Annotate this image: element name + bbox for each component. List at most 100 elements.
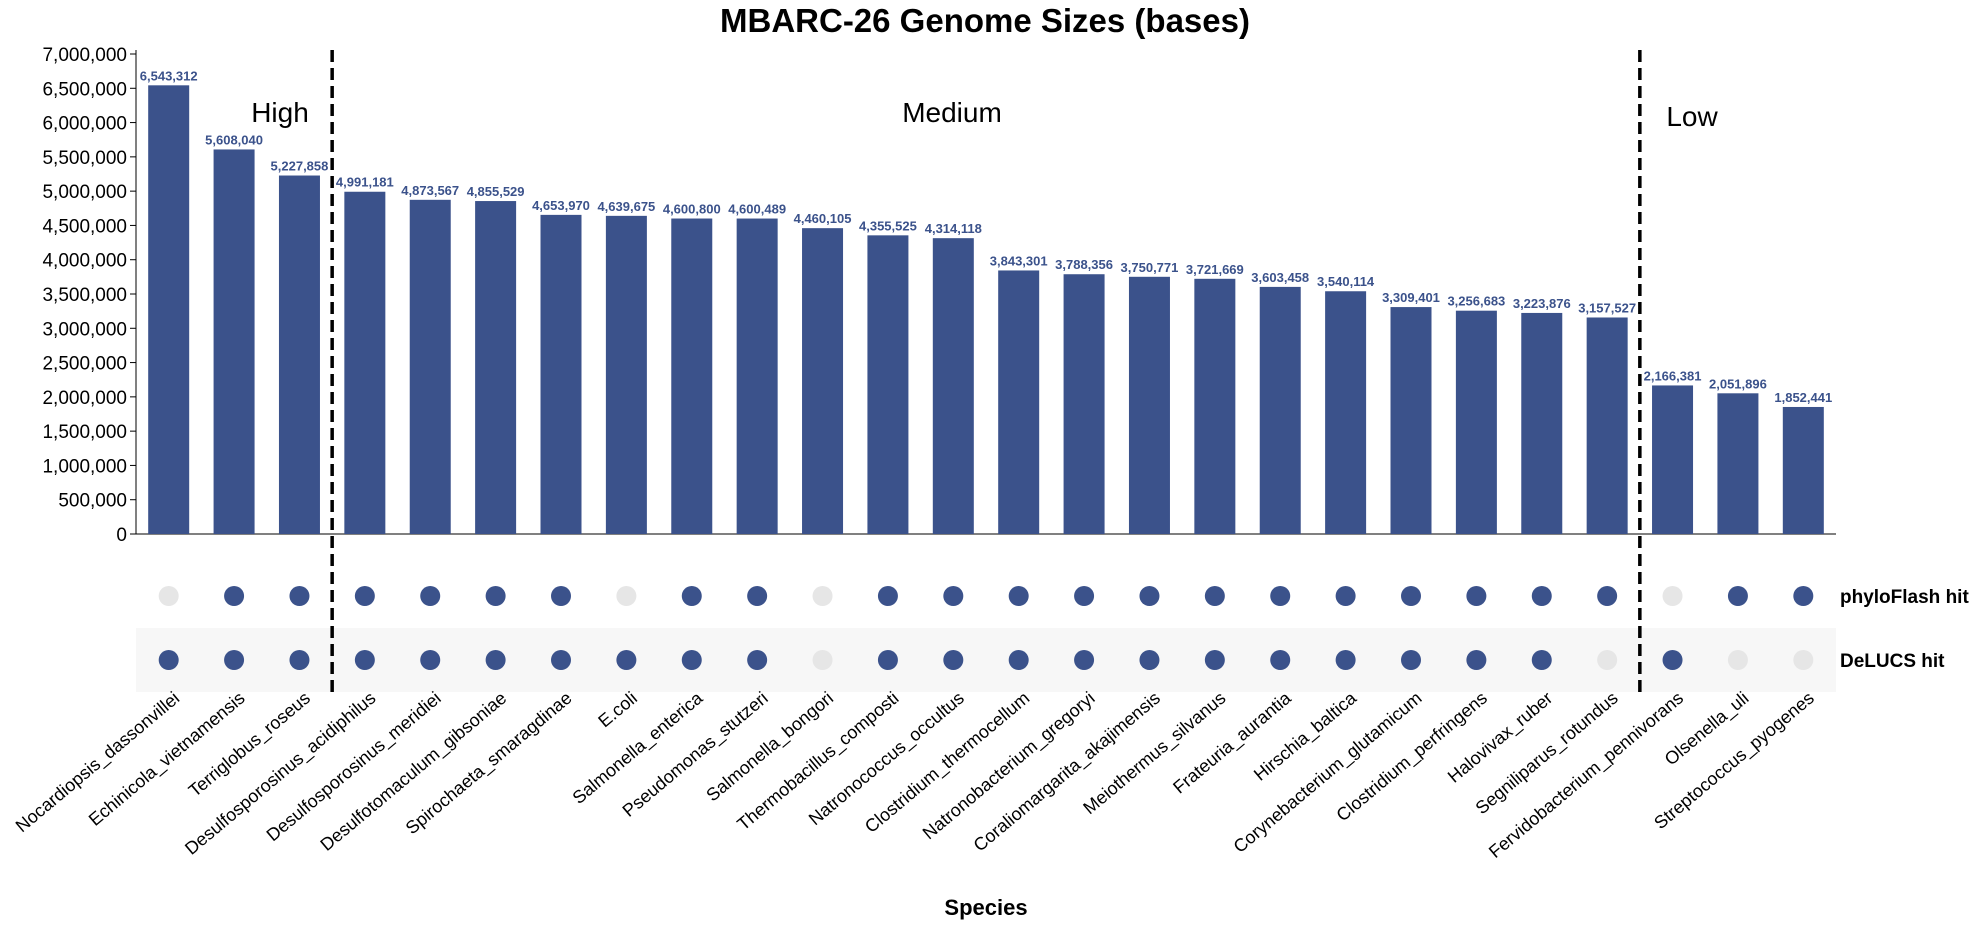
bar-value-label: 4,600,489 [728, 202, 786, 217]
bar-value-label: 4,460,105 [794, 211, 852, 226]
bar-value-label: 3,223,876 [1513, 296, 1571, 311]
bar-value-label: 3,788,356 [1055, 257, 1113, 272]
bar [1717, 393, 1759, 534]
hit-dot [158, 650, 179, 670]
bar-value-labels: 6,543,312 5,608,040 5,227,858 4,991,181 4,87… [140, 68, 1832, 405]
bar [213, 149, 255, 535]
hit-dot [1204, 586, 1225, 606]
bar-value-label: 4,653,970 [532, 198, 590, 213]
bar-value-label: 4,639,675 [597, 199, 655, 214]
hit-dot [1793, 586, 1814, 606]
x-tick-label: E.coli [594, 688, 641, 732]
bar-value-label: 4,855,529 [467, 184, 525, 199]
bar-value-label: 2,166,381 [1644, 368, 1702, 383]
bar [1063, 274, 1105, 534]
hit-dot [1074, 586, 1095, 606]
hit-dot [1401, 650, 1421, 670]
bar [1586, 317, 1628, 534]
hit-dot [1270, 586, 1291, 606]
bar-value-label: 2,051,896 [1709, 376, 1767, 391]
hit-dot [289, 650, 310, 670]
hit-dot [354, 586, 375, 606]
hit-dot [943, 650, 964, 670]
x-tick-labels: Nocardiopsis_dassonvilleiEchinicola_viet… [12, 687, 1819, 863]
hit-dot [485, 650, 506, 670]
y-tick-label: 2,500,000 [42, 354, 127, 375]
bar-value-label: 4,873,567 [401, 183, 459, 198]
x-tick-label: Frateuria_aurantia [1169, 687, 1296, 798]
y-tick-label: 4,500,000 [42, 216, 127, 237]
bar [475, 201, 517, 534]
hit-dot [616, 650, 637, 670]
miss-dot [812, 650, 833, 670]
bar [344, 191, 386, 534]
hit-row-label: DeLUCS hit [1840, 651, 1945, 672]
miss-dot [812, 586, 833, 606]
bar [1259, 286, 1301, 534]
hit-dot [1204, 650, 1225, 670]
hit-dot [485, 586, 506, 606]
y-tick-label: 4,000,000 [42, 251, 127, 272]
hit-dot [1531, 650, 1552, 670]
bar-value-label: 5,227,858 [271, 159, 329, 174]
region-label: High [251, 97, 309, 128]
hit-dot [1727, 586, 1748, 606]
hit-dot [747, 650, 768, 670]
hit-dot [1466, 650, 1487, 670]
miss-dot [158, 586, 179, 606]
hit-dot [1008, 586, 1029, 606]
hit-dot [1335, 650, 1356, 670]
bar [1128, 276, 1170, 534]
hit-dot [420, 586, 441, 606]
bar-value-label: 5,608,040 [205, 132, 263, 147]
bar-value-label: 4,355,525 [859, 218, 917, 233]
x-axis-title: Species [944, 895, 1027, 920]
bar-series [148, 85, 1824, 535]
y-tick-label: 2,000,000 [42, 388, 127, 409]
hit-dot [551, 650, 571, 670]
region-labels: High Medium Low [251, 97, 1718, 132]
hit-dot [1074, 650, 1095, 670]
hit-dot [681, 586, 702, 606]
bar [736, 218, 778, 534]
hit-dot [1531, 586, 1552, 606]
hit-dot [551, 586, 571, 606]
miss-dot [616, 586, 637, 606]
y-tick-label: 0 [116, 525, 127, 546]
miss-dot [1727, 650, 1748, 670]
region-label: Low [1666, 101, 1718, 132]
hit-dot [1401, 586, 1421, 606]
bar [802, 228, 844, 534]
y-tick-label: 6,000,000 [42, 114, 127, 135]
hit-dot [354, 650, 375, 670]
hit-dot [1662, 650, 1683, 670]
hit-dot [1139, 650, 1160, 670]
x-tick-label: Terriglobus_roseus [185, 688, 315, 802]
bar-value-label: 4,991,181 [336, 175, 394, 190]
bar [278, 175, 320, 534]
deluc-row-band [136, 628, 1836, 692]
y-tick-label: 5,000,000 [42, 182, 127, 203]
bar [1325, 291, 1367, 534]
y-tick-label: 3,000,000 [42, 319, 127, 340]
bar [1390, 307, 1432, 534]
hit-dot [289, 586, 310, 606]
y-tick-label: 3,500,000 [42, 285, 127, 306]
y-axis: 0 500,000 1,000,000 1,500,000 2,000,000 2,500… [42, 45, 1836, 546]
bar-value-label: 3,750,771 [1121, 260, 1179, 275]
bar-value-label: 3,309,401 [1382, 290, 1440, 305]
bar-value-label: 3,721,669 [1186, 262, 1244, 277]
hit-dot [943, 586, 964, 606]
y-tick-label: 5,500,000 [42, 148, 127, 169]
bar [671, 218, 713, 534]
hit-dot [1139, 586, 1160, 606]
hit-dot [1008, 650, 1029, 670]
bar [998, 270, 1040, 534]
bar-value-label: 3,256,683 [1447, 294, 1505, 309]
bar [932, 238, 974, 535]
bar-value-label: 4,600,800 [663, 202, 721, 217]
hit-dot [747, 586, 768, 606]
y-tick-label: 7,000,000 [42, 45, 127, 66]
miss-dot [1793, 650, 1814, 670]
